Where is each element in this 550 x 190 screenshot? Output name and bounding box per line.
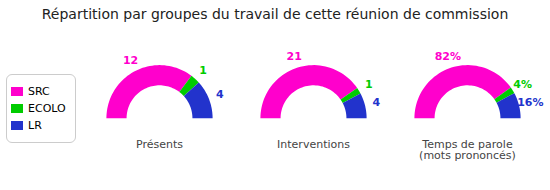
svg-text:Temps de parole(mots prononcés: Temps de parole(mots prononcés) [419,138,516,162]
svg-text:Présents: Présents [136,138,183,151]
html-text:SRC: SRC [28,84,50,98]
svg-text:1: 1 [365,78,373,91]
html-text:LR: LR [28,118,42,132]
svg-text:16%: 16% [517,96,543,109]
svg-text:82%: 82% [435,49,461,62]
svg-text:4: 4 [216,88,224,101]
html-text:ECOLO: ECOLO [28,101,66,115]
html-text:Répartition par groupes du tra: Répartition par groupes du travail de ce… [41,6,509,22]
svg-text:12: 12 [123,53,138,66]
svg-text:4: 4 [373,96,381,109]
svg-text:1: 1 [199,63,207,76]
svg-text:21: 21 [287,49,302,62]
svg-text:Interventions: Interventions [277,138,350,151]
svg-text:4%: 4% [513,77,532,90]
